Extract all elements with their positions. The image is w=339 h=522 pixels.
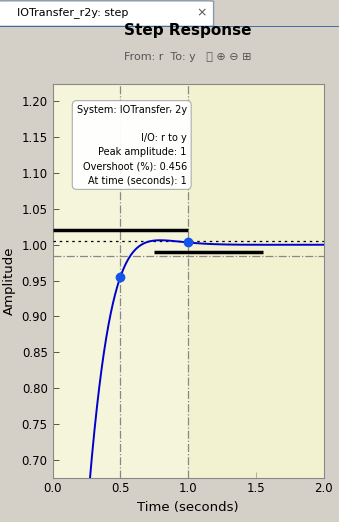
Text: From: r  To: y   🖐 ⊕ ⊖ ⊞: From: r To: y 🖐 ⊕ ⊖ ⊞ (124, 52, 252, 62)
Text: System: IOTransferᵣ 2y

I/O: r to y
Peak amplitude: 1
Overshoot (%): 0.456
At ti: System: IOTransferᵣ 2y I/O: r to y Peak … (77, 105, 187, 185)
X-axis label: Time (seconds): Time (seconds) (137, 501, 239, 514)
FancyBboxPatch shape (0, 1, 214, 26)
Text: Step Response: Step Response (124, 23, 252, 38)
Text: ×: × (197, 7, 207, 19)
Text: IOTransfer_r2y: step: IOTransfer_r2y: step (17, 8, 128, 18)
Bar (188, 84, 324, 478)
Y-axis label: Amplitude: Amplitude (3, 246, 16, 315)
